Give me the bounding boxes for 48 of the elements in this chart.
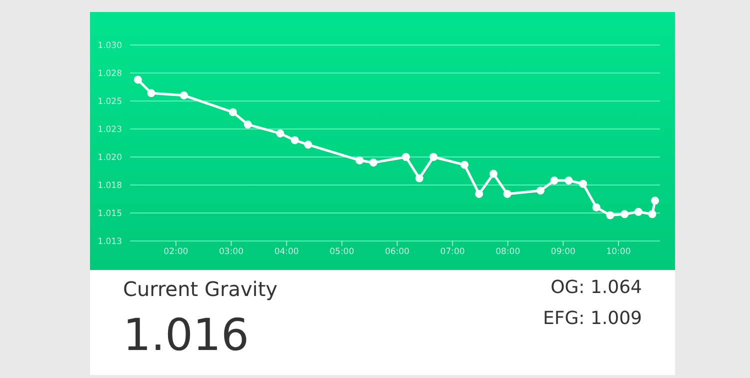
point: [415, 174, 424, 182]
x-tick-label: 07:00: [440, 247, 465, 258]
x-tick-label: 04:00: [274, 247, 299, 258]
point: [564, 176, 573, 185]
point: [244, 120, 252, 129]
point: [550, 176, 558, 185]
text: Current Gravity: [123, 277, 278, 301]
text: 1.016: [123, 310, 249, 361]
point: [276, 129, 284, 138]
x-tick-label: 10:00: [606, 247, 631, 258]
y-tick-label: 1.025: [98, 97, 122, 108]
y-tick-label: 1.013: [98, 237, 122, 248]
point: [430, 153, 438, 161]
x-tick-label: 02:00: [164, 247, 188, 258]
point: [356, 156, 364, 164]
point: [489, 170, 498, 178]
y-tick-label: 1.020: [98, 153, 122, 164]
point: [369, 158, 378, 167]
text: OG: 1.064: [550, 277, 642, 298]
y-tick-label: 1.015: [98, 209, 122, 220]
point: [503, 190, 512, 198]
point: [180, 91, 188, 100]
x-tick-label: 09:00: [550, 247, 576, 258]
point: [606, 211, 614, 220]
point: [304, 140, 312, 149]
point: [620, 210, 629, 218]
y-tick-label: 1.018: [98, 181, 122, 192]
point: [592, 203, 600, 212]
point: [228, 108, 237, 116]
point: [651, 196, 660, 205]
x-tick-label: 03:00: [218, 247, 244, 258]
point: [475, 190, 484, 198]
y-tick-label: 1.023: [98, 125, 122, 136]
x-tick-label: 06:00: [384, 247, 410, 258]
x-tick-label: 08:00: [496, 247, 520, 258]
point: [402, 153, 410, 161]
text: EFG: 1.009: [543, 308, 642, 329]
point: [648, 210, 656, 218]
point: [290, 136, 299, 144]
point: [147, 89, 156, 98]
x-tick-label: 05:00: [330, 247, 354, 258]
point: [460, 160, 468, 169]
point: [579, 180, 588, 188]
point: [536, 186, 544, 195]
point: [134, 76, 142, 84]
y-tick-label: 1.030: [98, 41, 122, 52]
point: [634, 208, 642, 216]
y-tick-label: 1.028: [98, 69, 122, 80]
